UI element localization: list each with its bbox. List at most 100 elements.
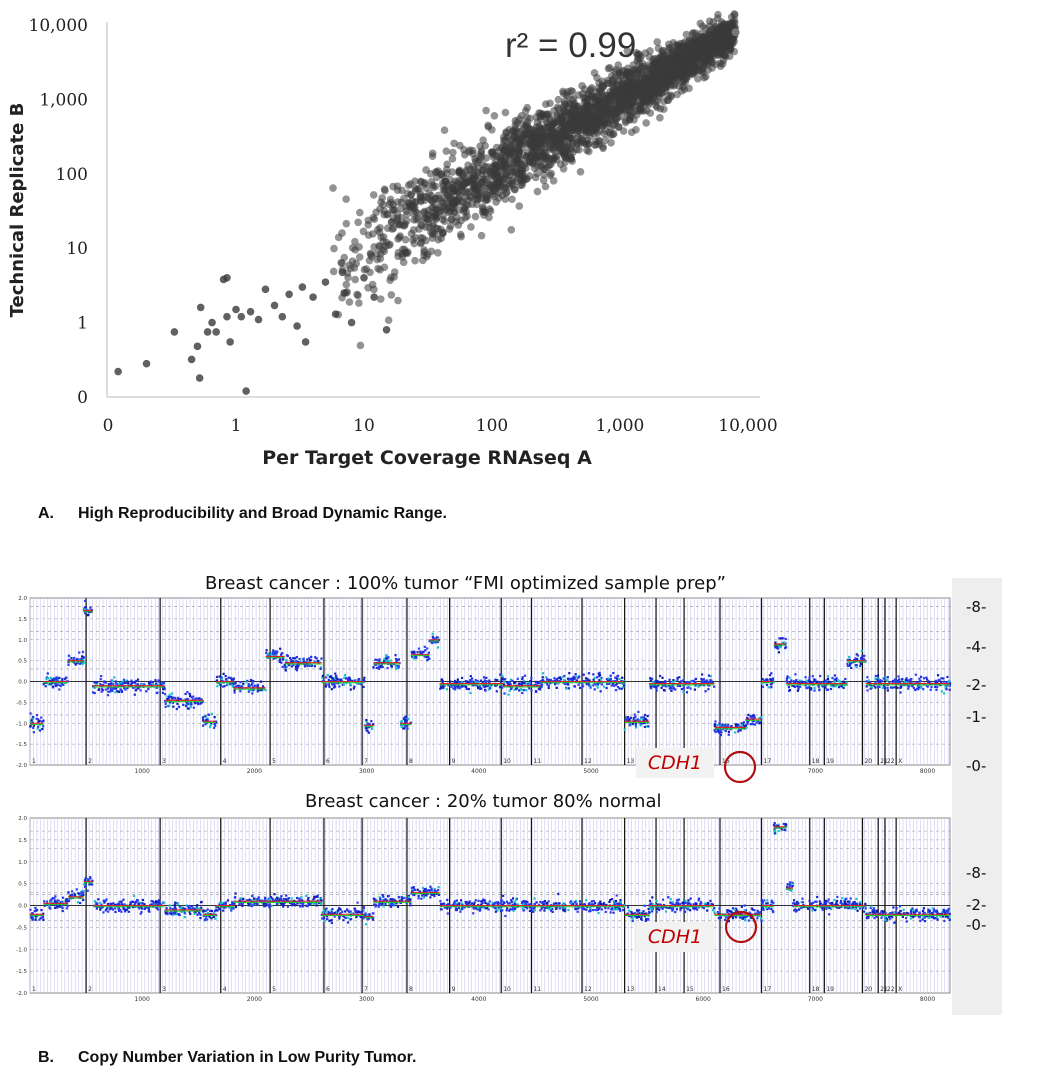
data-point bbox=[293, 657, 297, 660]
data-point bbox=[184, 692, 187, 696]
data-point bbox=[568, 87, 577, 96]
data-point bbox=[897, 675, 900, 678]
data-point bbox=[173, 696, 176, 699]
caption-a-letter: A. bbox=[38, 505, 54, 522]
data-point bbox=[381, 186, 389, 195]
data-point bbox=[99, 682, 102, 686]
data-point bbox=[42, 683, 45, 686]
data-point bbox=[676, 684, 679, 688]
data-point bbox=[359, 682, 362, 685]
data-point bbox=[780, 637, 783, 640]
data-point bbox=[54, 684, 57, 688]
data-point bbox=[595, 684, 598, 687]
data-point bbox=[399, 720, 402, 724]
data-point bbox=[275, 652, 278, 655]
data-point bbox=[627, 128, 636, 137]
data-point bbox=[383, 657, 386, 661]
data-point bbox=[632, 716, 635, 720]
data-point bbox=[813, 678, 816, 681]
data-point bbox=[811, 675, 814, 678]
data-point bbox=[782, 637, 785, 640]
data-point bbox=[641, 99, 650, 108]
data-point bbox=[718, 722, 721, 725]
data-point bbox=[331, 310, 340, 318]
data-point bbox=[720, 20, 729, 29]
chromosome-label: 7 bbox=[364, 758, 368, 765]
data-point bbox=[403, 210, 411, 219]
data-point bbox=[750, 716, 754, 719]
data-point bbox=[509, 678, 513, 681]
data-point bbox=[100, 674, 103, 678]
data-point bbox=[544, 163, 552, 171]
data-point bbox=[452, 687, 455, 690]
x-tick-label: 100 bbox=[476, 416, 508, 436]
data-point bbox=[356, 341, 365, 350]
data-point bbox=[280, 653, 283, 656]
data-point bbox=[607, 106, 616, 114]
data-point bbox=[665, 44, 673, 53]
x-tick-label: 10 bbox=[353, 416, 375, 436]
data-point bbox=[833, 680, 836, 684]
data-point bbox=[446, 222, 455, 230]
data-point bbox=[460, 681, 463, 684]
data-point bbox=[261, 285, 270, 294]
data-point bbox=[572, 675, 575, 678]
data-point bbox=[555, 681, 558, 684]
data-point bbox=[707, 674, 711, 677]
data-point bbox=[573, 685, 576, 688]
data-point bbox=[406, 727, 409, 730]
data-point bbox=[92, 685, 95, 688]
data-point bbox=[850, 666, 853, 670]
data-point bbox=[252, 685, 255, 688]
chromosome-label: 9 bbox=[452, 758, 456, 765]
data-point bbox=[710, 679, 713, 682]
data-point bbox=[655, 687, 658, 690]
data-point bbox=[86, 614, 89, 617]
data-point bbox=[744, 724, 747, 727]
data-point bbox=[893, 678, 897, 681]
data-point bbox=[265, 651, 268, 655]
data-point bbox=[680, 76, 688, 85]
data-point bbox=[859, 662, 863, 666]
data-point bbox=[191, 698, 194, 701]
data-point bbox=[541, 182, 550, 191]
data-point bbox=[488, 679, 491, 682]
data-point bbox=[769, 678, 773, 681]
data-point bbox=[784, 637, 787, 641]
data-point bbox=[613, 113, 622, 122]
data-point bbox=[795, 679, 798, 682]
data-point bbox=[846, 664, 849, 668]
data-point bbox=[543, 152, 551, 160]
data-point bbox=[869, 687, 872, 690]
data-point bbox=[521, 691, 524, 695]
data-point bbox=[319, 666, 322, 669]
data-point bbox=[707, 688, 710, 691]
data-point bbox=[710, 681, 713, 684]
data-point bbox=[556, 679, 559, 682]
data-point bbox=[46, 672, 49, 675]
data-point bbox=[132, 681, 135, 684]
data-point bbox=[826, 675, 830, 678]
data-point bbox=[676, 678, 679, 681]
data-point bbox=[539, 176, 548, 185]
data-point bbox=[601, 126, 610, 135]
data-point bbox=[175, 707, 178, 711]
data-point bbox=[647, 725, 650, 728]
data-point bbox=[615, 71, 623, 80]
data-point bbox=[541, 678, 544, 682]
data-point bbox=[404, 725, 407, 728]
data-point bbox=[794, 673, 797, 676]
data-point bbox=[128, 685, 132, 688]
data-point bbox=[423, 252, 431, 261]
data-point bbox=[29, 725, 32, 728]
data-point bbox=[123, 687, 126, 690]
data-point bbox=[826, 688, 830, 691]
data-point bbox=[596, 686, 600, 689]
data-point bbox=[819, 674, 822, 678]
data-point bbox=[696, 67, 704, 75]
data-point bbox=[639, 724, 642, 727]
data-point bbox=[508, 689, 511, 692]
data-point bbox=[409, 721, 413, 724]
data-point bbox=[687, 68, 695, 77]
data-point bbox=[338, 685, 341, 688]
